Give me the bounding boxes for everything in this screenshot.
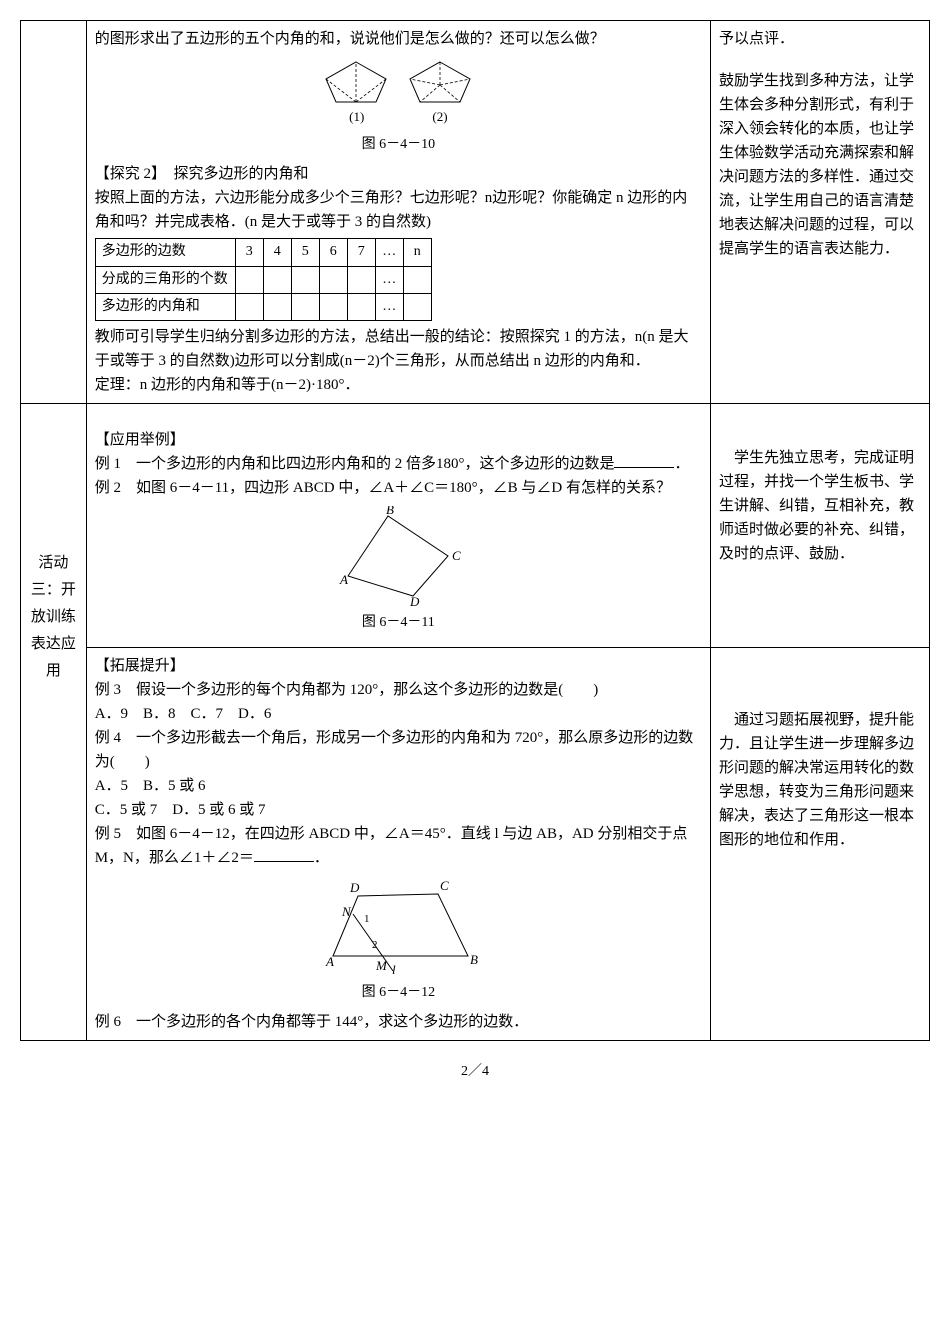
row1-intro: 的图形求出了五边形的五个内角的和，说说他们是怎么做的？还可以怎么做？ <box>95 27 702 51</box>
fig-label-2: (2) <box>400 107 480 128</box>
svg-text:A: A <box>339 572 348 587</box>
extension-cell: 【拓展提升】 例 3 假设一个多边形的每个内角都为 120°，那么这个多边形的边… <box>86 647 710 1040</box>
pentagon-1-icon <box>316 57 396 107</box>
svg-text:D: D <box>349 880 360 895</box>
side-note-1b: 鼓励学生找到多种方法，让学生体会多种分割形式，有利于深入领会转化的本质，也让学生… <box>719 69 921 261</box>
svg-text:C: C <box>452 548 461 563</box>
poly-table-h6: … <box>375 239 403 266</box>
poly-table-h2: 4 <box>263 239 291 266</box>
polygon-table: 多边形的边数 3 4 5 6 7 … n 分成的三角形的个数 … 多边形的内角和… <box>95 238 432 321</box>
activity-3-label-cell: 活动三：开放训练表达应用 <box>21 404 87 1041</box>
side-note-2-cell: 学生先独立思考，完成证明过程，并找一个学生板书、学生讲解、纠错，互相补充，教师适… <box>710 404 929 647</box>
example-1-tail: ． <box>674 456 689 472</box>
svg-text:N: N <box>341 904 352 919</box>
poly-table-h1: 3 <box>235 239 263 266</box>
explore-2-body-1: 按照上面的方法，六边形能分成多少个三角形？七边形呢？n边形呢？你能确定 n 边形… <box>95 186 702 234</box>
example-1: 例 1 一个多边形的内角和比四边形内角和的 2 倍多180°，这个多边形的边数是… <box>95 452 702 476</box>
page-number: 2／4 <box>20 1061 930 1083</box>
quadrilateral-figure: A B C D <box>95 506 702 606</box>
example-4a: 例 4 一个多边形截去一个角后，形成另一个多边形的内角和为 720°，那么原多边… <box>95 726 702 774</box>
row1-left-cell <box>21 21 87 404</box>
page-container: 的图形求出了五边形的五个内角的和，说说他们是怎么做的？还可以怎么做？ (1) (… <box>20 20 930 1084</box>
blank-input[interactable] <box>254 847 314 862</box>
table-row: 【拓展提升】 例 3 假设一个多边形的每个内角都为 120°，那么这个多边形的边… <box>21 647 930 1040</box>
table-row: 活动三：开放训练表达应用 【应用举例】 例 1 一个多边形的内角和比四边形内角和… <box>21 404 930 647</box>
poly-table-r2: 分成的三角形的个数 <box>95 266 235 293</box>
svg-text:l: l <box>392 962 396 976</box>
poly-table-h3: 5 <box>291 239 319 266</box>
apply-title: 【应用举例】 <box>95 428 702 452</box>
main-table: 的图形求出了五边形的五个内角的和，说说他们是怎么做的？还可以怎么做？ (1) (… <box>20 20 930 1041</box>
blank-input[interactable] <box>614 453 674 468</box>
example-4c: C．5 或 7 D．5 或 6 或 7 <box>95 798 702 822</box>
ellipsis-cell: … <box>375 293 403 320</box>
side-note-2: 学生先独立思考，完成证明过程，并找一个学生板书、学生讲解、纠错，互相补充，教师适… <box>719 446 921 566</box>
example-2: 例 2 如图 6－4－11，四边形 ABCD 中，∠A＋∠C＝180°，∠B 与… <box>95 476 702 500</box>
poly-table-h7: n <box>403 239 431 266</box>
side-note-1a: 予以点评． <box>719 27 921 51</box>
svg-text:C: C <box>440 878 449 893</box>
table-row: 多边形的内角和 … <box>95 293 431 320</box>
table-row: 多边形的边数 3 4 5 6 7 … n <box>95 239 431 266</box>
quadrilateral-abcd-icon: A B C D <box>318 506 478 606</box>
fig-6-4-10-caption: 图 6－4－10 <box>95 134 702 156</box>
svg-text:M: M <box>375 958 388 973</box>
row1-content-cell: 的图形求出了五边形的五个内角的和，说说他们是怎么做的？还可以怎么做？ (1) (… <box>86 21 710 404</box>
svg-text:B: B <box>470 952 478 967</box>
poly-table-h0: 多边形的边数 <box>95 239 235 266</box>
table-row: 的图形求出了五边形的五个内角的和，说说他们是怎么做的？还可以怎么做？ (1) (… <box>21 21 930 404</box>
example-3b: A．9 B．8 C．7 D．6 <box>95 702 702 726</box>
row1-side-cell: 予以点评． 鼓励学生找到多种方法，让学生体会多种分割形式，有利于深入领会转化的本… <box>710 21 929 404</box>
fig-label-1: (1) <box>317 107 397 128</box>
theorem-text: 定理：n 边形的内角和等于(n－2)·180°． <box>95 373 702 397</box>
figure-6-4-12: A D C B N M 1 2 l <box>95 876 702 976</box>
svg-text:A: A <box>325 954 334 969</box>
table-row: 分成的三角形的个数 … <box>95 266 431 293</box>
quadrilateral-mn-icon: A D C B N M 1 2 l <box>298 876 498 976</box>
activity-3-label: 活动三：开放训练表达应用 <box>29 410 78 685</box>
example-1-text: 例 1 一个多边形的内角和比四边形内角和的 2 倍多180°，这个多边形的边数是 <box>95 456 615 472</box>
example-5-tail: ． <box>314 850 329 866</box>
example-4b: A．5 B．5 或 6 <box>95 774 702 798</box>
poly-table-r3: 多边形的内角和 <box>95 293 235 320</box>
extension-title: 【拓展提升】 <box>95 654 702 678</box>
fig-6-4-11-caption: 图 6－4－11 <box>95 612 702 634</box>
svg-text:2: 2 <box>372 939 378 951</box>
pentagon-2-icon <box>400 57 480 107</box>
poly-table-h4: 6 <box>319 239 347 266</box>
svg-text:D: D <box>409 594 420 606</box>
explore-2-title: 【探究 2】 探究多边形的内角和 <box>95 162 702 186</box>
example-5-text: 例 5 如图 6－4－12，在四边形 ABCD 中，∠A＝45°．直线 l 与边… <box>95 826 688 866</box>
example-3a: 例 3 假设一个多边形的每个内角都为 120°，那么这个多边形的边数是( ) <box>95 678 702 702</box>
svg-text:1: 1 <box>364 913 370 925</box>
ellipsis-cell: … <box>375 266 403 293</box>
explore-2-body-2: 教师可引导学生归纳分割多边形的方法，总结出一般的结论：按照探究 1 的方法，n(… <box>95 325 702 373</box>
svg-text:B: B <box>386 506 394 517</box>
pentagon-figures: (1) (2) <box>95 57 702 128</box>
apply-examples-cell: 【应用举例】 例 1 一个多边形的内角和比四边形内角和的 2 倍多180°，这个… <box>86 404 710 647</box>
side-note-3: 通过习题拓展视野，提升能力．且让学生进一步理解多边形问题的解决常运用转化的数学思… <box>719 708 921 852</box>
side-note-3-cell: 通过习题拓展视野，提升能力．且让学生进一步理解多边形问题的解决常运用转化的数学思… <box>710 647 929 1040</box>
example-5: 例 5 如图 6－4－12，在四边形 ABCD 中，∠A＝45°．直线 l 与边… <box>95 822 702 870</box>
example-6: 例 6 一个多边形的各个内角都等于 144°，求这个多边形的边数． <box>95 1010 702 1034</box>
poly-table-h5: 7 <box>347 239 375 266</box>
fig-6-4-12-caption: 图 6－4－12 <box>95 982 702 1004</box>
